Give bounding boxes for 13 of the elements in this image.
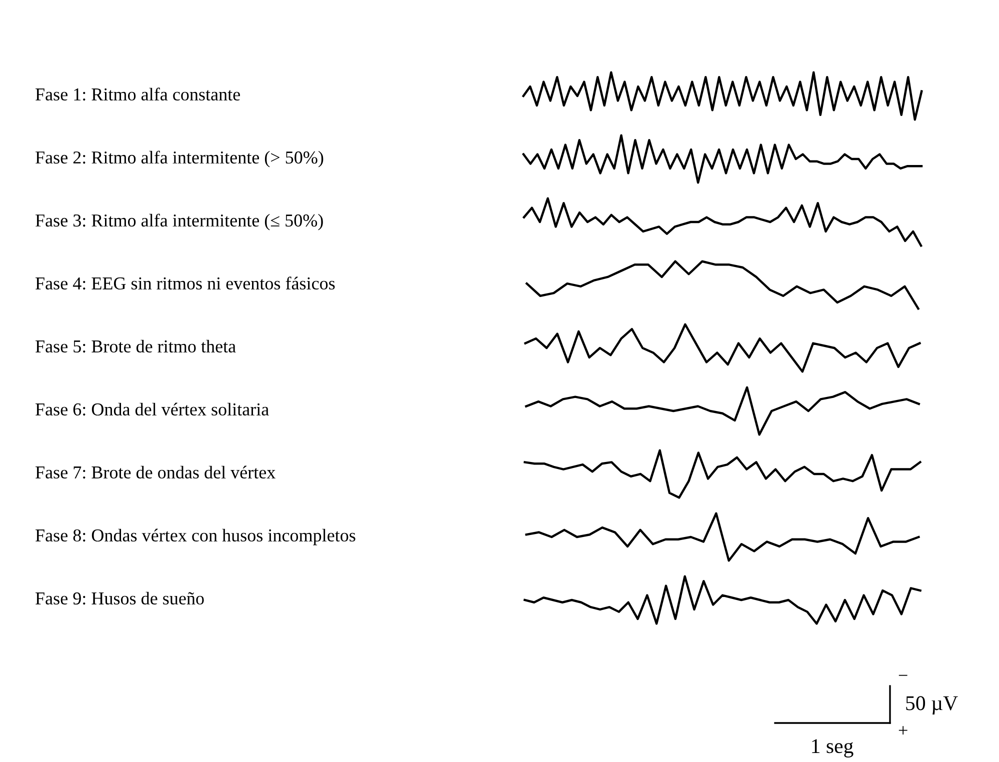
text: + — [898, 726, 908, 735]
text: Fase 4: EEG sin ritmos ni eventos fásicos — [36, 276, 335, 290]
text: Fase 8: Ondas vértex con husos incompletos — [36, 528, 356, 546]
text: Fase 2: Ritmo alfa intermitente (> 50%) — [36, 150, 324, 168]
text: 1 seg — [812, 739, 854, 758]
text: Fase 3: Ritmo alfa intermitente (≤ 50%) — [36, 214, 323, 230]
text: Fase 9: Husos de sueño — [36, 592, 204, 605]
text: − — [898, 674, 908, 676]
text: Fase 6: Onda del vértex solitaria — [36, 402, 269, 416]
text: Fase 7: Brote de ondas del vértex — [36, 466, 276, 479]
text: Fase 5: Brote de ritmo theta — [36, 340, 236, 353]
text: Fase 1: Ritmo alfa constante — [36, 88, 240, 101]
text: 50 µV — [906, 696, 958, 714]
